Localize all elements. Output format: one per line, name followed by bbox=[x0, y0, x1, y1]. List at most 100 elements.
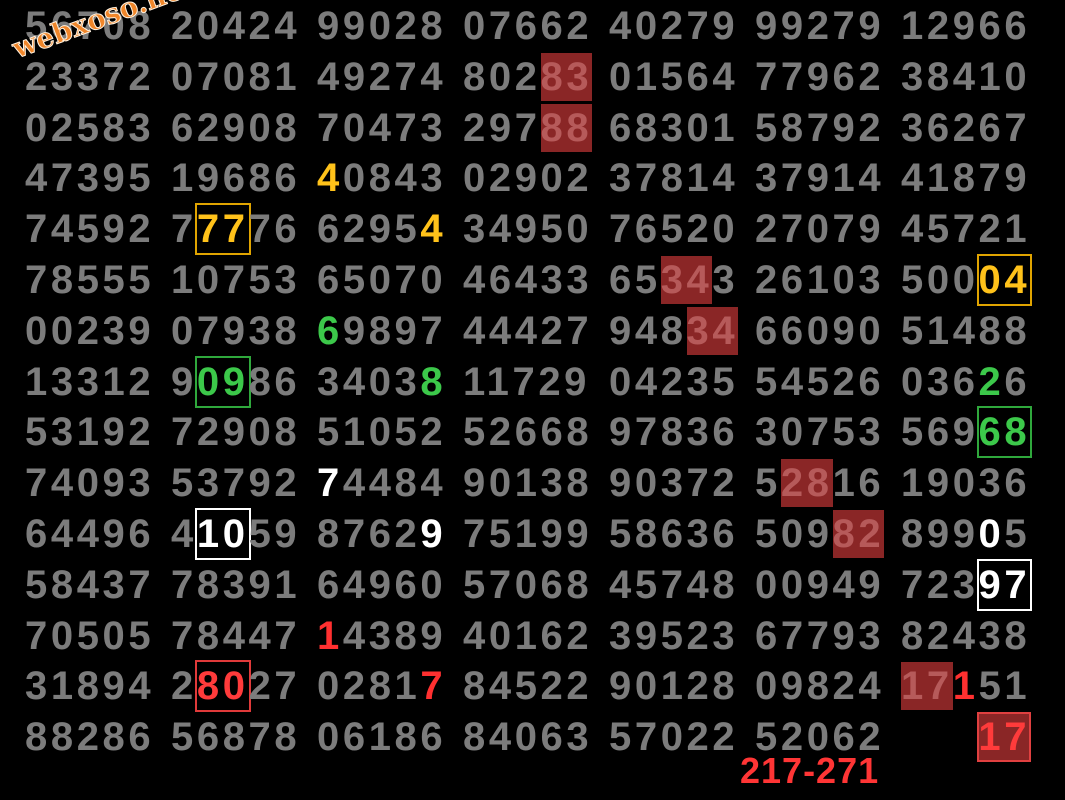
number-cell: 34950 bbox=[463, 207, 593, 252]
number-cell: 38410 bbox=[901, 54, 1031, 99]
number-cell: 90128 bbox=[609, 664, 739, 709]
number-cell: 90372 bbox=[609, 461, 739, 506]
number-cell: 50982 bbox=[755, 510, 885, 558]
number-cell: 57022 bbox=[609, 715, 739, 760]
number-cell: 19036 bbox=[901, 461, 1031, 506]
number-cell: 82438 bbox=[901, 613, 1031, 658]
number-cell: 37914 bbox=[755, 156, 885, 201]
number-cell: 12966 bbox=[901, 4, 1031, 48]
number-cell: 80283 bbox=[463, 52, 593, 101]
number-cell: 97836 bbox=[609, 410, 739, 455]
number-cell: 90986 bbox=[171, 355, 301, 408]
footer-result: 217-271 bbox=[740, 750, 880, 791]
number-cell: 02817 bbox=[317, 664, 447, 709]
number-cell: 52668 bbox=[463, 410, 593, 455]
number-cell: 46433 bbox=[463, 258, 593, 302]
number-cell: 84522 bbox=[463, 664, 593, 709]
number-cell: 01564 bbox=[609, 54, 739, 99]
number-cell: 65343 bbox=[609, 256, 739, 304]
number-cell: 70473 bbox=[317, 105, 447, 150]
number-cell: 17 bbox=[977, 712, 1032, 763]
number-cell: 99028 bbox=[317, 4, 447, 48]
number-cell: 72908 bbox=[171, 410, 301, 455]
number-cell: 65070 bbox=[317, 258, 447, 302]
number-cell: 19686 bbox=[171, 156, 301, 201]
number-cell: 39523 bbox=[609, 613, 739, 658]
number-cell: 52062 bbox=[755, 715, 885, 760]
number-cell: 50004 bbox=[901, 254, 1033, 306]
number-cell: 78555 bbox=[25, 258, 155, 302]
number-cell: 44427 bbox=[463, 308, 593, 353]
number-cell: 62954 bbox=[317, 207, 447, 252]
number-cell: 56708 bbox=[25, 4, 155, 48]
number-cell: 66090 bbox=[755, 308, 885, 353]
number-cell: 51052 bbox=[317, 410, 447, 455]
number-cell: 77962 bbox=[755, 54, 885, 99]
number-cell: 64960 bbox=[317, 562, 447, 607]
number-cell: 54526 bbox=[755, 359, 885, 404]
number-cell: 74484 bbox=[317, 461, 447, 506]
number-cell: 04235 bbox=[609, 359, 739, 404]
number-cell: 89905 bbox=[901, 512, 1031, 556]
number-cell: 52816 bbox=[755, 459, 885, 508]
number-cell: 75199 bbox=[463, 512, 593, 556]
number-cell: 77776 bbox=[171, 203, 301, 256]
number-cell: 99279 bbox=[755, 4, 885, 48]
number-cell: 88286 bbox=[25, 715, 155, 760]
number-cell: 87629 bbox=[317, 512, 447, 556]
number-cell: 41879 bbox=[901, 156, 1031, 201]
number-cell: 14389 bbox=[317, 613, 447, 658]
number-cell: 34038 bbox=[317, 359, 447, 404]
number-cell: 53792 bbox=[171, 461, 301, 506]
number-cell: 68301 bbox=[609, 105, 739, 150]
number-cell: 10753 bbox=[171, 258, 301, 302]
number-cell: 40279 bbox=[609, 4, 739, 48]
number-cell: 94834 bbox=[609, 306, 739, 355]
number-cell: 07938 bbox=[171, 308, 301, 353]
number-cell: 07081 bbox=[171, 54, 301, 99]
number-cell: 47395 bbox=[25, 156, 155, 201]
number-cell: 67793 bbox=[755, 613, 885, 658]
number-cell: 41059 bbox=[171, 508, 301, 560]
number-cell: 56968 bbox=[901, 406, 1033, 459]
number-cell: 36267 bbox=[901, 105, 1031, 150]
number-cell: 57068 bbox=[463, 562, 593, 607]
number-cell: 78447 bbox=[171, 613, 301, 658]
number-cell: 03626 bbox=[901, 359, 1031, 404]
number-cell: 11729 bbox=[463, 359, 591, 404]
number-cell: 58636 bbox=[609, 512, 739, 556]
number-cell: 02583 bbox=[25, 105, 155, 150]
number-cell: 64496 bbox=[25, 512, 155, 556]
number-cell: 27079 bbox=[755, 207, 885, 252]
number-cell: 02902 bbox=[463, 156, 593, 201]
number-cell: 84063 bbox=[463, 715, 593, 760]
number-cell: 26103 bbox=[755, 258, 885, 302]
number-cell: 69897 bbox=[317, 308, 447, 353]
number-cell: 23372 bbox=[25, 54, 155, 99]
number-cell: 00949 bbox=[755, 562, 885, 607]
number-cell: 40162 bbox=[463, 613, 593, 658]
number-cell: 28027 bbox=[171, 660, 301, 713]
number-cell: 17151 bbox=[901, 662, 1031, 711]
number-cell: 70505 bbox=[25, 613, 155, 658]
number-cell: 31894 bbox=[25, 664, 155, 709]
number-cell: 72397 bbox=[901, 558, 1033, 611]
number-cell: 06186 bbox=[317, 715, 447, 760]
number-cell: 58437 bbox=[25, 562, 155, 607]
number-cell: 58792 bbox=[755, 105, 885, 150]
number-cell: 76520 bbox=[609, 207, 739, 252]
number-cell: 56878 bbox=[171, 715, 301, 760]
number-cell: 74093 bbox=[25, 461, 155, 506]
number-cell: 45721 bbox=[901, 207, 1031, 252]
number-cell: 74592 bbox=[25, 207, 155, 252]
number-cell: 20424 bbox=[171, 4, 301, 48]
number-cell: 49274 bbox=[317, 54, 447, 99]
number-cell: 00239 bbox=[25, 308, 155, 353]
number-cell: 13312 bbox=[25, 359, 155, 404]
number-cell: 90138 bbox=[463, 461, 593, 506]
number-cell: 45748 bbox=[609, 562, 739, 607]
number-cell: 30753 bbox=[755, 410, 885, 455]
number-cell: 51488 bbox=[901, 308, 1031, 353]
number-cell: 53192 bbox=[25, 410, 155, 455]
